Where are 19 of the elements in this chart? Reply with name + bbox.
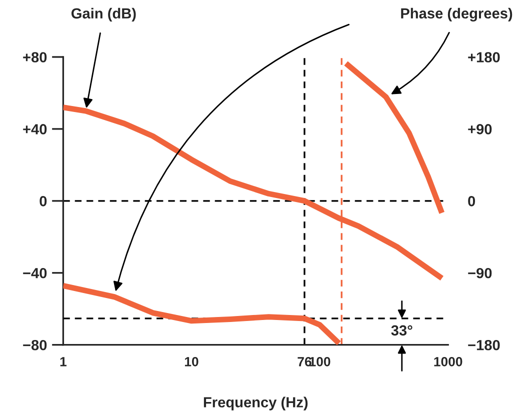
x-tick-label: 1000: [434, 356, 462, 366]
y2-tick-label: +180: [468, 52, 500, 62]
y-axis-title: Gain (dB): [71, 8, 136, 22]
y2-tick-label: −90: [468, 268, 492, 278]
x-tick-label: 76: [298, 356, 312, 366]
x-axis-title: Frequency (Hz): [204, 396, 308, 410]
y2-axis-title: Phase (degrees): [401, 8, 512, 22]
y-tick-label: 0: [40, 196, 47, 206]
y2-tick-label: 0: [468, 196, 476, 206]
y2-tick-label: +90: [468, 124, 492, 134]
y-tick-label: −80: [23, 340, 47, 350]
x-tick-label: 10: [184, 356, 198, 366]
x-tick-label: 100: [310, 356, 330, 366]
annotation: 33°: [391, 325, 412, 336]
y2-tick-label: −180: [468, 340, 500, 350]
x-tick-label: 1: [60, 357, 66, 366]
y-tick-label: +80: [23, 52, 47, 62]
y-tick-label: −40: [23, 268, 47, 278]
y-tick-label: +40: [23, 124, 47, 134]
